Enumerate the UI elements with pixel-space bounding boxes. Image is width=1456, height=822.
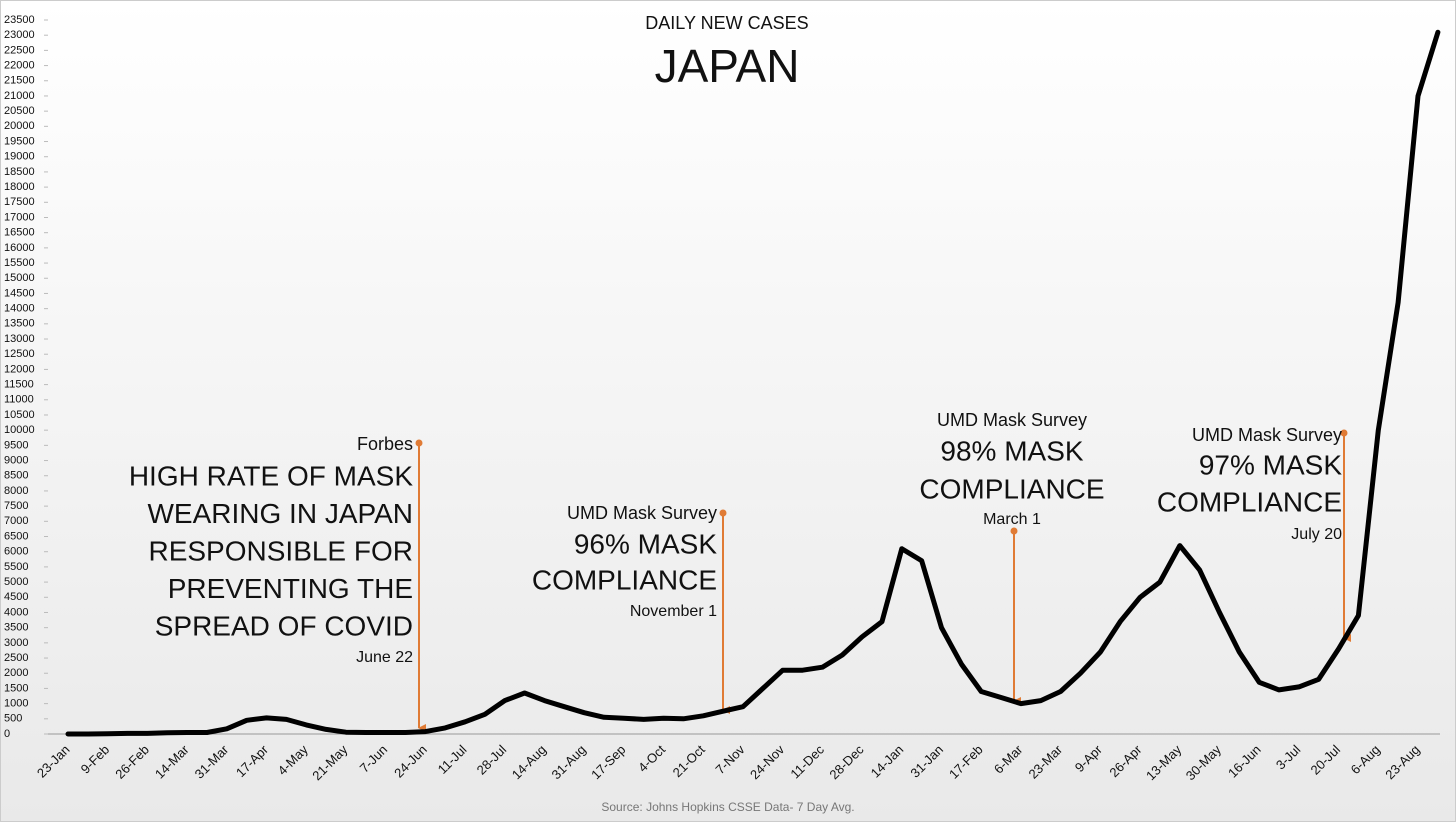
y-tick-label: 9000	[4, 454, 28, 466]
y-tick-label: 13500	[4, 318, 35, 330]
y-tick-label: 17500	[4, 196, 35, 208]
y-tick-label: 500	[4, 713, 22, 725]
y-tick-label: 1000	[4, 698, 28, 710]
annotation-date: March 1	[983, 511, 1041, 528]
y-tick-label: 12000	[4, 363, 35, 375]
y-tick-label: 12500	[4, 348, 35, 360]
y-tick-label: 14500	[4, 287, 35, 299]
annotation-headline: 98% MASK	[940, 435, 1083, 466]
arrow-dot	[719, 509, 727, 517]
y-tick-label: 17000	[4, 211, 35, 223]
y-tick-label: 15500	[4, 257, 35, 269]
y-tick-label: 14000	[4, 303, 35, 315]
y-tick-label: 11500	[4, 379, 34, 391]
y-tick-label: 4500	[4, 591, 28, 603]
y-tick-label: 23000	[4, 29, 35, 41]
annotation-headline: 96% MASK	[574, 528, 717, 559]
y-tick-label: 3500	[4, 622, 28, 634]
y-tick-label: 22500	[4, 44, 35, 56]
series-line	[65, 29, 1441, 737]
y-tick-label: 9500	[4, 439, 28, 451]
y-tick-label: 4000	[4, 606, 28, 618]
y-tick-label: 3000	[4, 637, 28, 649]
y-tick-label: 21000	[4, 90, 35, 102]
y-tick-label: 11000	[4, 394, 34, 406]
annotation-source: UMD Mask Survey	[1192, 425, 1342, 445]
y-tick-label: 2000	[4, 667, 28, 679]
y-tick-label: 5000	[4, 576, 28, 588]
y-tick-label: 18000	[4, 181, 35, 193]
y-tick-label: 16500	[4, 227, 35, 239]
y-tick-label: 6000	[4, 546, 28, 558]
annotation-headline: COMPLIANCE	[919, 473, 1104, 504]
arrow-dot	[415, 439, 423, 447]
y-tick-label: 0	[4, 728, 10, 740]
annotation-headline: 97% MASK	[1199, 449, 1342, 480]
annotation-headline: COMPLIANCE	[532, 564, 717, 595]
y-tick-label: 10500	[4, 409, 35, 421]
y-tick-label: 1500	[4, 682, 28, 694]
y-tick-label: 23500	[4, 14, 35, 26]
y-tick-label: 6500	[4, 530, 28, 542]
y-tick-label: 5500	[4, 561, 28, 573]
y-tick-label: 18500	[4, 166, 35, 178]
y-tick-label: 20500	[4, 105, 35, 117]
y-tick-label: 10000	[4, 424, 35, 436]
y-tick-label: 16000	[4, 242, 35, 254]
y-tick-label: 2500	[4, 652, 28, 664]
arrows	[415, 429, 1351, 732]
y-tick-label: 22000	[4, 59, 35, 71]
y-tick-label: 21500	[4, 75, 35, 87]
y-tick-label: 13000	[4, 333, 35, 345]
annotation-source: UMD Mask Survey	[937, 410, 1087, 430]
y-tick-label: 8000	[4, 485, 28, 497]
arrow-dot	[1340, 429, 1348, 437]
annotation-headline: PREVENTING THE	[168, 573, 413, 604]
y-tick-label: 7000	[4, 515, 28, 527]
annotation-source: Forbes	[357, 434, 413, 454]
annotation-date: June 22	[356, 649, 413, 666]
y-tick-label: 20000	[4, 120, 35, 132]
annotation-headline: COMPLIANCE	[1157, 486, 1342, 517]
y-tick-label: 19000	[4, 151, 35, 163]
y-tick-label: 8500	[4, 470, 28, 482]
annotation-date: July 20	[1291, 526, 1342, 543]
annotation-date: November 1	[630, 603, 717, 620]
annotation-headline: SPREAD OF COVID	[155, 610, 413, 641]
arrow-dot	[1010, 527, 1018, 535]
chart-subtitle: DAILY NEW CASES	[645, 13, 808, 33]
chart-title: JAPAN	[655, 40, 800, 92]
annotation-source: UMD Mask Survey	[567, 503, 717, 523]
y-tick-label: 19500	[4, 135, 35, 147]
y-tick-label: 7500	[4, 500, 28, 512]
source-note: Source: Johns Hopkins CSSE Data- 7 Day A…	[601, 800, 854, 814]
annotation-headline: HIGH RATE OF MASK	[129, 460, 413, 491]
y-tick-label: 15000	[4, 272, 35, 284]
annotation-headline: WEARING IN JAPAN	[147, 498, 413, 529]
annotation-headline: RESPONSIBLE FOR	[148, 535, 413, 566]
